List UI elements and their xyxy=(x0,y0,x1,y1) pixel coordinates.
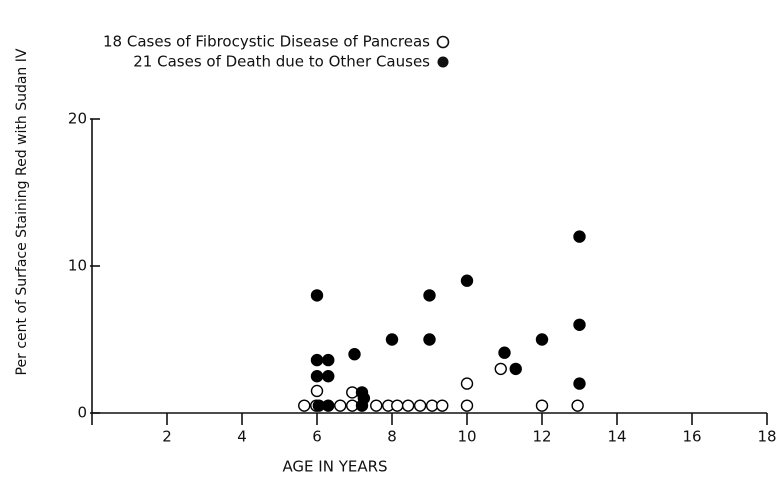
point xyxy=(425,399,439,412)
point xyxy=(413,399,427,412)
y-axis-label: Per cent of Surface Staining Red with Su… xyxy=(14,48,30,375)
point xyxy=(385,333,399,346)
point xyxy=(348,348,361,361)
point xyxy=(460,274,474,287)
point xyxy=(423,333,436,346)
point xyxy=(298,399,311,412)
point xyxy=(310,384,324,398)
point xyxy=(498,346,511,359)
legend-marker xyxy=(436,35,450,49)
point xyxy=(391,399,404,412)
y-tick-label: 10 xyxy=(68,257,87,275)
x-tick-label: 14 xyxy=(607,428,626,446)
point xyxy=(494,362,507,376)
x-tick-label: 18 xyxy=(757,428,776,446)
legend-label: 18 Cases of Fibrocystic Disease of Pancr… xyxy=(103,33,430,51)
point xyxy=(322,370,335,383)
x-tick-label: 12 xyxy=(532,428,551,446)
point xyxy=(573,230,586,243)
x-axis-label: AGE IN YEARS xyxy=(282,458,387,476)
point xyxy=(573,318,586,331)
point xyxy=(436,399,449,412)
point xyxy=(312,399,326,412)
legend-marker xyxy=(437,56,449,68)
x-tick-label: 16 xyxy=(682,428,701,446)
y-tick-label: 0 xyxy=(77,404,87,422)
point xyxy=(460,377,474,390)
y-tick-label: 20 xyxy=(68,110,87,128)
point xyxy=(535,399,549,412)
point xyxy=(357,392,371,405)
x-tick-label: 6 xyxy=(312,428,322,446)
point xyxy=(310,353,324,367)
point xyxy=(571,399,584,412)
x-tick-label: 8 xyxy=(387,428,397,446)
legend-label: 21 Cases of Death due to Other Causes xyxy=(133,53,430,71)
point xyxy=(310,370,324,383)
point xyxy=(509,362,522,376)
point xyxy=(535,333,549,346)
x-tick-label: 2 xyxy=(162,428,172,446)
point xyxy=(334,399,347,412)
x-tick-label: 4 xyxy=(237,428,247,446)
point xyxy=(423,289,436,302)
point xyxy=(573,377,586,390)
x-tick-label: 10 xyxy=(457,428,476,446)
point xyxy=(460,399,474,412)
point xyxy=(370,399,383,412)
point xyxy=(401,399,415,412)
point xyxy=(310,289,324,302)
point xyxy=(322,353,335,367)
